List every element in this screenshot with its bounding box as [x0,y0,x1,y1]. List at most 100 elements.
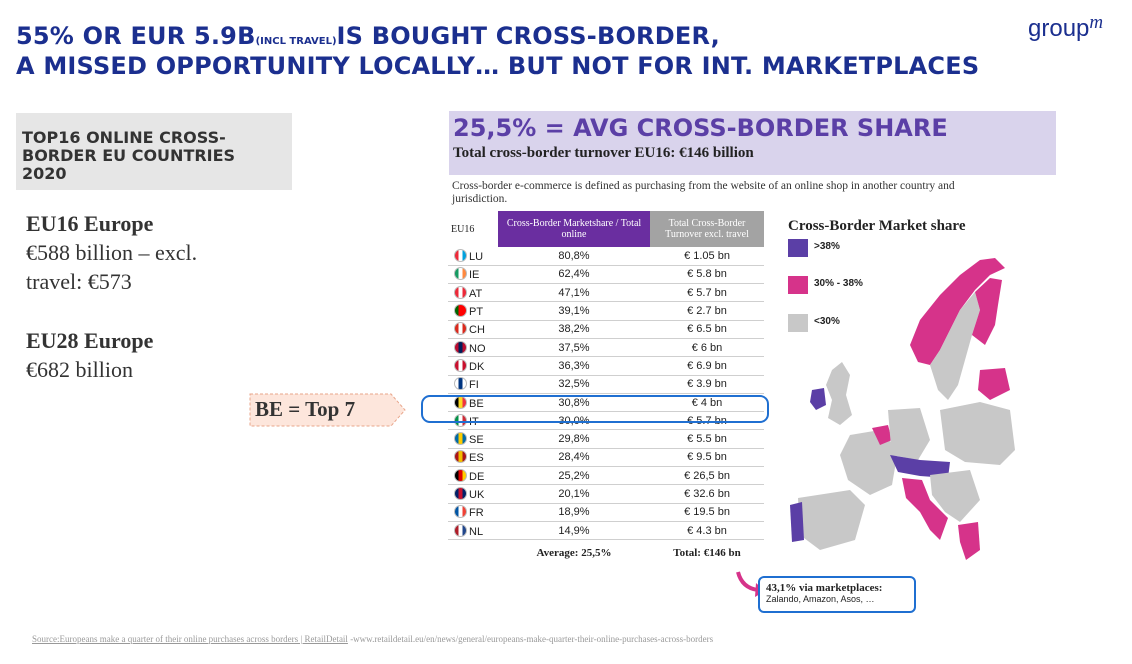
map-norway [910,258,1005,365]
map-austria-ch [890,455,950,478]
source-citation: Source:Europeans make a quarter of their… [32,634,714,644]
table-row: AT 47,1% € 5.7 bn [448,283,764,303]
be-row-highlight [421,395,769,423]
share-cell: 29,8% [498,429,650,449]
europe-map [790,258,1015,560]
share-cell: 47,1% [498,283,650,303]
table-row: CH 38,2% € 6.5 bn [448,320,764,339]
map-france [840,430,898,495]
country-cell: BE [448,393,498,413]
turnover-cell: € 6.9 bn [650,356,764,376]
flag-icon [454,377,467,391]
turnover-cell: € 9.5 bn [650,448,764,468]
legend-swatch [788,239,808,257]
country-code: DE [469,470,485,483]
turnover-cell: € 1.05 bn [650,247,764,266]
flag-icon [454,358,467,372]
map-germany [888,408,930,460]
flag-icon [454,285,467,299]
avg-share-title: 25,5% = AVG CROSS-BORDER SHARE [453,114,948,142]
country-code: AT [469,287,483,300]
turnover-cell: € 26,5 bn [650,466,764,486]
country-cell: FR [448,503,498,522]
share-cell: 39,1% [498,301,650,321]
title-line-1: 55% OR EUR 5.9B(INCL TRAVEL)IS BOUGHT CR… [16,22,720,50]
table-row: IE 62,4% € 5.8 bn [448,265,764,285]
country-cell: NL [448,521,498,541]
table-row: NL 14,9% € 4.3 bn [448,521,764,541]
flag-icon [454,487,467,500]
country-code: UK [469,489,485,501]
country-code: FR [469,507,484,520]
map-italy [902,478,948,540]
country-code: CH [469,324,485,337]
turnover-cell: € 5.7 bn [650,283,764,303]
share-cell: 25,2% [498,466,650,486]
flag-icon [454,413,467,427]
map-finland [972,278,1002,345]
table-average: Average: 25,5% [536,547,612,559]
map-east [940,402,1015,465]
cross-border-table: EU16 Cross-Border Marketshare / Total on… [448,211,764,566]
table-row: DK 36,3% € 6.9 bn [448,356,764,376]
country-code: LU [469,250,484,263]
legend-swatch [788,314,808,332]
col-header-share: Cross-Border Marketshare / Total online [498,211,650,247]
country-code: IE [469,269,480,282]
country-cell: IE [448,265,498,285]
turnover-cell: € 5.8 bn [650,265,764,285]
table-row: DE 25,2% € 26,5 bn [448,466,764,486]
flag-icon [454,340,467,354]
share-cell: 30,8% [498,393,650,413]
country-code: BE [469,397,484,410]
country-code: FI [469,379,479,392]
table-row: NO 37,5% € 6 bn [448,338,764,358]
callout-arrow-shape [249,393,406,427]
country-code: DK [469,360,485,373]
share-cell: 20,1% [498,484,650,504]
table-row: ES 28,4% € 9.5 bn [448,448,764,468]
share-cell: 80,8% [498,247,650,266]
avg-share-header: 25,5% = AVG CROSS-BORDER SHARE Total cro… [449,111,1056,175]
country-cell: DK [448,356,498,376]
eu16-stat: EU16 Europe €588 billion – excl. travel:… [26,211,198,294]
flag-icon [454,505,467,519]
table-row: IT 30,0% € 5.7 bn [448,411,764,431]
table-total: Total: €146 bn [673,547,741,559]
map-sweden [930,292,980,400]
table-row: FI 32,5% € 3.9 bn [448,375,764,394]
table-row: BE 30,8% € 4 bn [448,393,764,413]
turnover-cell: € 5.5 bn [650,429,764,449]
table-row: UK 20,1% € 32.6 bn [448,484,764,504]
country-code: PT [469,306,484,319]
flag-icon [454,523,467,537]
flag-icon [454,450,467,464]
table-row: PT 39,1% € 2.7 bn [448,301,764,321]
share-cell: 36,3% [498,356,650,376]
col-header-turnover: Total Cross-Border Turnover excl. travel [650,211,764,247]
col-header-country: EU16 [448,211,498,247]
map-spain [798,490,865,550]
title-small-note: (INCL TRAVEL) [255,36,337,47]
share-cell: 37,5% [498,338,650,358]
share-cell: 32,5% [498,375,650,394]
map-greece [958,522,980,560]
turnover-cell: € 4 bn [650,393,764,413]
share-cell: 18,9% [498,503,650,522]
flag-icon [454,432,467,446]
share-cell: 28,4% [498,448,650,468]
country-cell: FI [448,375,498,394]
country-cell: DE [448,466,498,486]
flag-icon [454,468,467,482]
turnover-cell: € 6 bn [650,338,764,358]
share-cell: 38,2% [498,320,650,339]
source-link[interactable]: Source:Europeans make a quarter of their… [32,634,348,644]
top16-box: TOP16 ONLINE CROSS- BORDER EU COUNTRIES … [16,113,292,190]
be-top7-callout: BE = Top 7 [249,393,407,427]
map-title: Cross-Border Market share [788,218,966,234]
country-cell: LU [448,247,498,266]
eu28-stat: EU28 Europe €682 billion [26,328,154,382]
flag-icon [454,322,467,336]
country-code: NL [469,525,484,538]
slide-title: 55% OR EUR 5.9B(INCL TRAVEL)IS BOUGHT CR… [16,24,979,79]
